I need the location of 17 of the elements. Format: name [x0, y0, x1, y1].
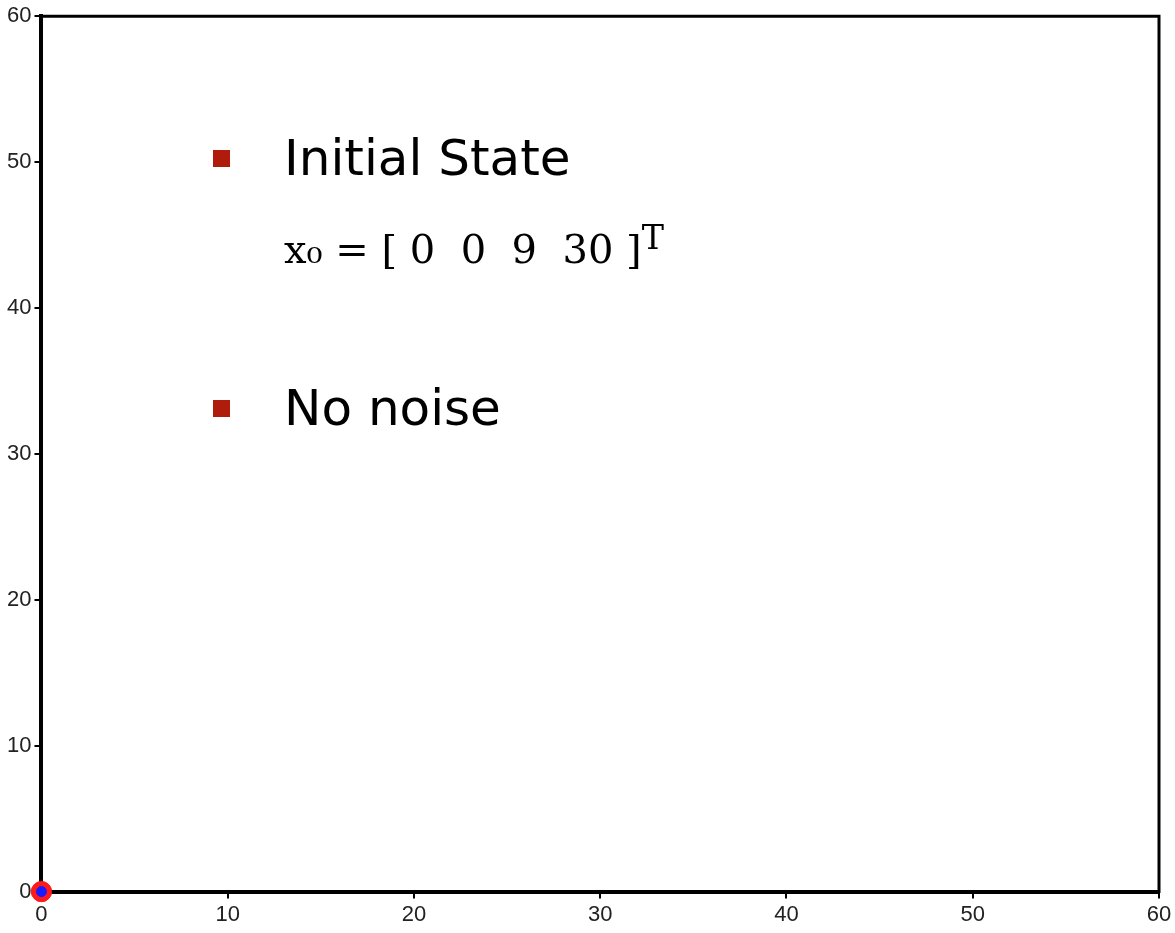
annotation: No noise: [284, 378, 501, 438]
y-tick-label: 0: [19, 877, 32, 903]
x-tick-label: 50: [960, 900, 985, 926]
x-tick-label: 60: [1146, 900, 1172, 926]
x-tick-label: 30: [587, 900, 613, 926]
y-tick-label: 30: [6, 439, 32, 465]
y-tick-label: 60: [6, 2, 32, 28]
y-tick-label: 50: [6, 148, 32, 174]
x-tick-label: 10: [215, 900, 240, 926]
annotation: Initial State: [284, 128, 571, 188]
y-tick-label: 40: [6, 294, 32, 320]
y-tick-label: 20: [6, 585, 32, 611]
x-tick-label: 20: [401, 900, 427, 926]
x-tick-label: 0: [35, 900, 48, 926]
x-tick-label: 40: [774, 900, 799, 926]
annotation: x₀ = [ 0 0 9 30 ]$^{T}$: [284, 218, 664, 274]
y-tick-label: 10: [6, 731, 32, 757]
